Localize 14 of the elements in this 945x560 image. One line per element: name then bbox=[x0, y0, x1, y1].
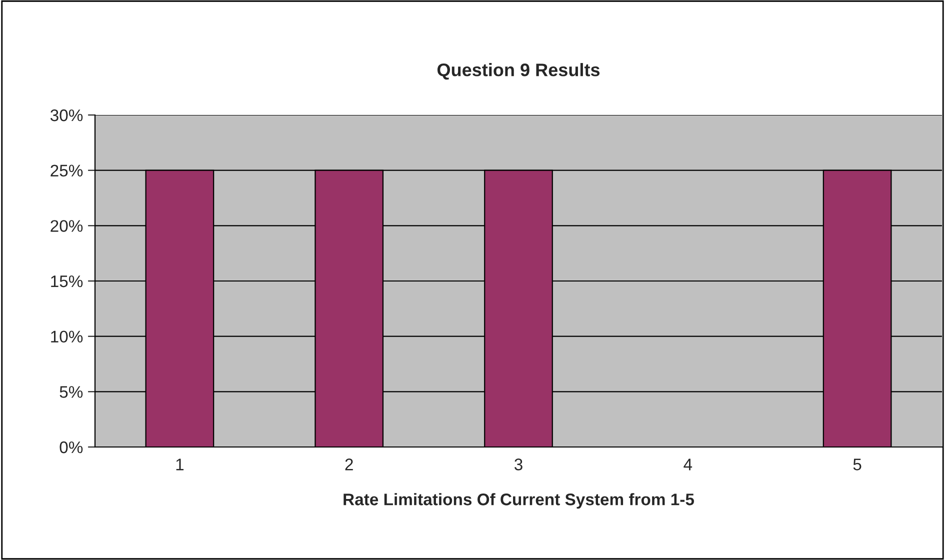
y-tick-label: 0% bbox=[60, 441, 83, 454]
x-tick-label: 1 bbox=[176, 458, 184, 470]
x-tick-label: 2 bbox=[345, 458, 353, 470]
y-tick-label: 10% bbox=[51, 330, 83, 343]
y-tick-label: 5% bbox=[60, 386, 83, 398]
x-tick-label: 4 bbox=[684, 458, 692, 470]
chart-title: Question 9 Results bbox=[437, 63, 600, 80]
x-axis-title: Rate Limitations Of Current System from 1-5 bbox=[344, 493, 694, 509]
x-tick-label: 5 bbox=[853, 458, 862, 470]
y-tick-label: 20% bbox=[50, 220, 83, 232]
y-tick-label: 25% bbox=[50, 164, 83, 177]
y-tick-label: 30% bbox=[50, 109, 83, 122]
x-tick-label: 3 bbox=[514, 458, 522, 470]
y-tick-label: 15% bbox=[51, 275, 83, 288]
